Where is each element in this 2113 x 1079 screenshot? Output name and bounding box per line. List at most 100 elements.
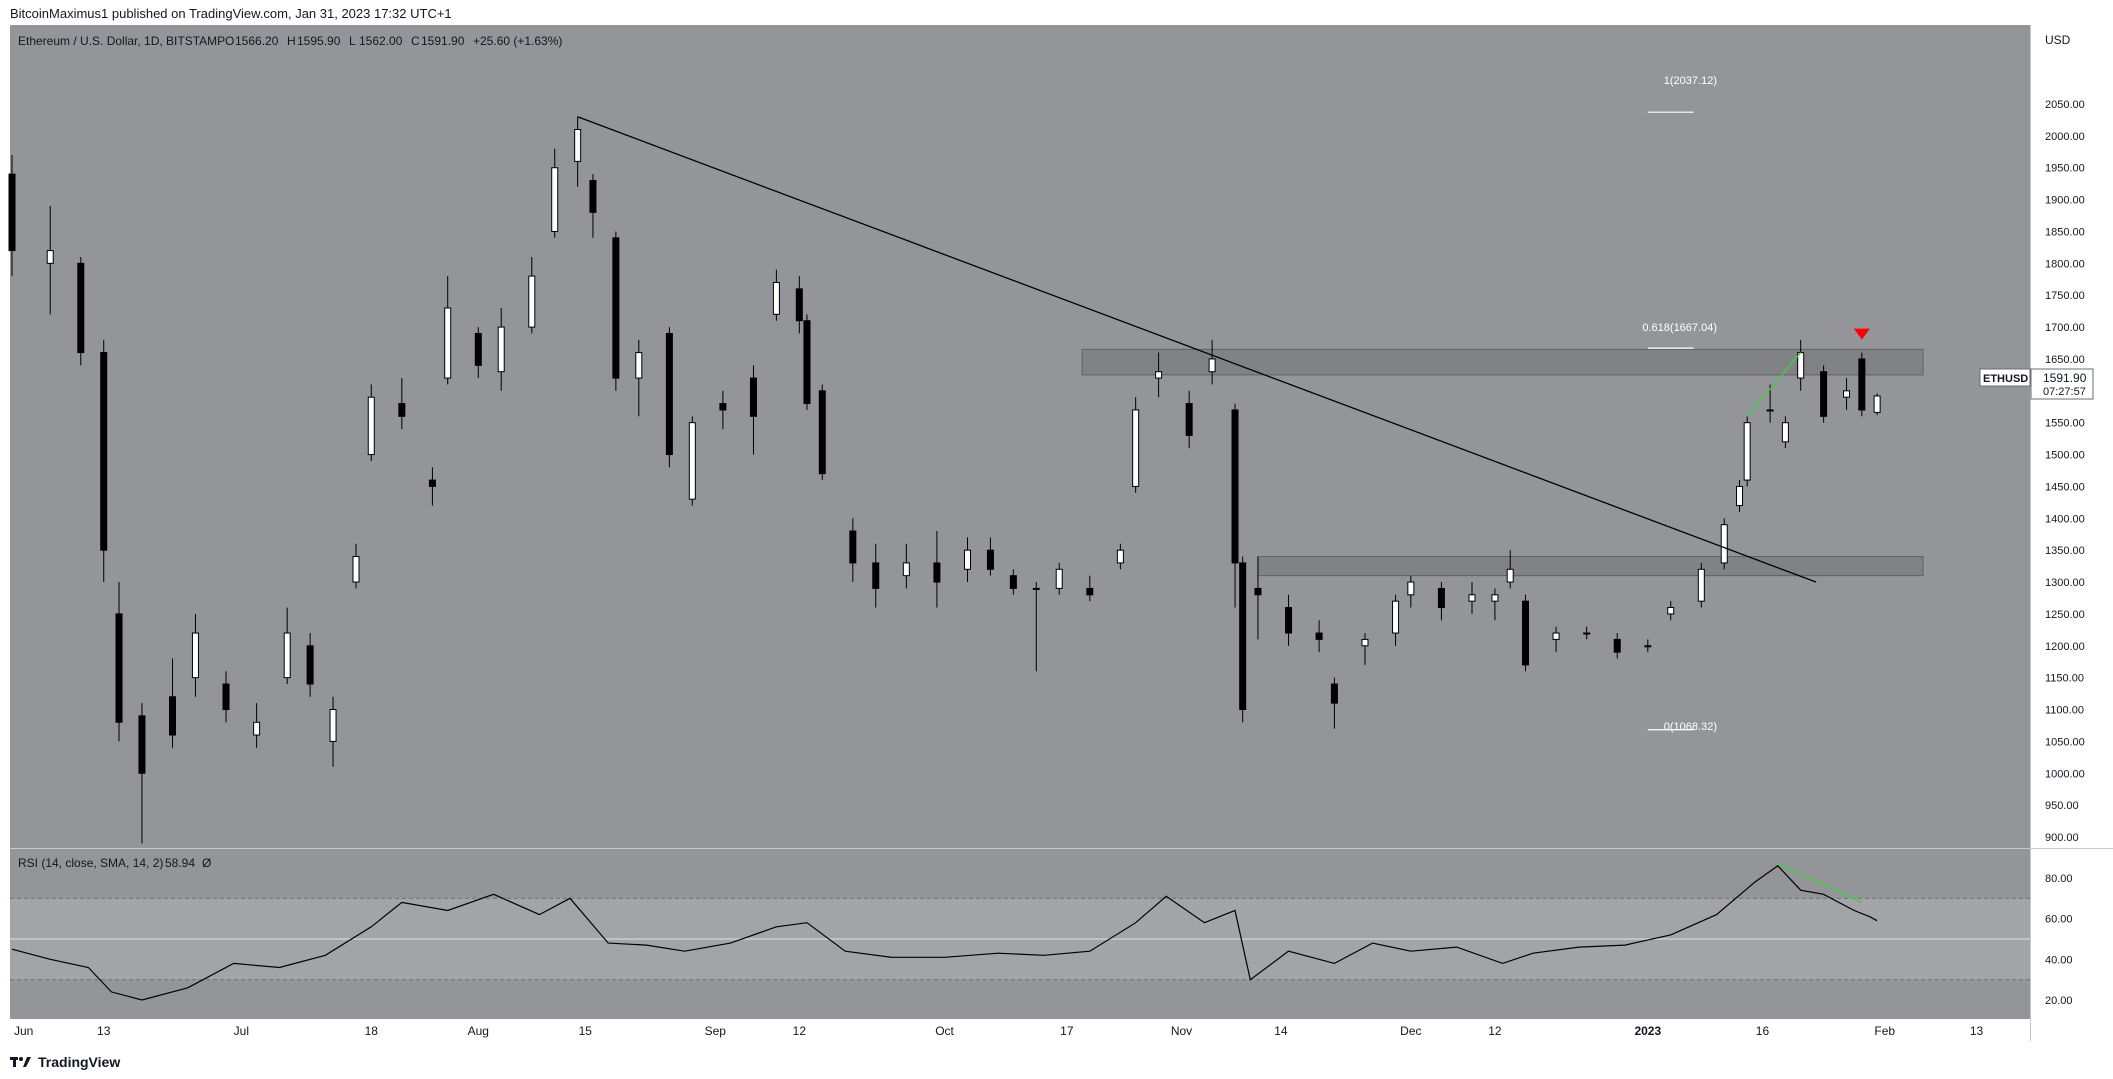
price-tick-label: 1950.00 — [2045, 163, 2085, 175]
overlays-layer — [577, 111, 1870, 731]
price-tick-label: 1550.00 — [2045, 418, 2085, 430]
fib-label-0618: 0.618(1667.04) — [1642, 322, 1717, 334]
symbol-tag-text: ETHUSD — [1983, 373, 2028, 385]
descending-trendline — [577, 116, 1817, 583]
price-tick-label: 2000.00 — [2045, 131, 2085, 143]
candle-body — [1437, 587, 1445, 609]
candle-body — [963, 549, 971, 570]
price-tick-label: 1800.00 — [2045, 258, 2085, 270]
time-tick-label: 14 — [1274, 1024, 1288, 1038]
currency-label: USD — [2045, 33, 2071, 47]
price-tick-label: 1700.00 — [2045, 322, 2085, 334]
candle-body — [719, 403, 727, 411]
price-tick-label: 1250.00 — [2045, 609, 2085, 621]
ohlc-key: L — [349, 34, 356, 48]
candle-body — [849, 530, 857, 564]
candle-body — [474, 332, 482, 366]
last-price: 1591.90 — [2043, 371, 2087, 385]
published-info: BitcoinMaximus1 published on TradingView… — [10, 6, 452, 21]
rsi-tick-label: 20.00 — [2045, 995, 2073, 1007]
candle-body — [589, 179, 597, 213]
candle-body — [115, 613, 123, 723]
rsi-divergence-line — [1777, 863, 1863, 903]
time-tick-label: 18 — [365, 1024, 379, 1038]
horizontal-zone-0 — [1081, 348, 1924, 376]
price-tick-label: 900.00 — [2045, 832, 2079, 844]
time-tick-label: Dec — [1400, 1024, 1421, 1038]
rsi-line — [11, 865, 1878, 1001]
price-tick-label: 1200.00 — [2045, 641, 2085, 653]
candle-body — [1781, 422, 1789, 443]
candle-body — [1613, 638, 1621, 653]
candle-body — [1858, 358, 1866, 411]
time-tick-label: Jun — [14, 1024, 33, 1038]
candle-body — [497, 326, 505, 373]
time-tick-label: 12 — [1488, 1024, 1502, 1038]
legend-ohlc: O 1566.20 H 1595.90 L 1562.00 C 1591.90 +25.60 (… — [225, 34, 562, 48]
candle-body — [795, 288, 803, 322]
candle-body — [1743, 422, 1751, 481]
time-tick-label: 2023 — [1634, 1024, 1661, 1038]
ohlc-value: 1595.90 — [297, 34, 341, 48]
candles-layer — [8, 116, 1881, 844]
time-axis[interactable] — [10, 1019, 2030, 1041]
price-tick-label: 1750.00 — [2045, 290, 2085, 302]
ohlc-key: O — [225, 34, 234, 48]
bearish-marker-icon — [1853, 328, 1870, 340]
candle-body — [191, 632, 199, 679]
ohlc-value: 1562.00 — [359, 34, 403, 48]
tradingview-logo-icon[interactable] — [10, 1056, 32, 1068]
time-tick-label: Feb — [1874, 1024, 1895, 1038]
price-tick-label: 1000.00 — [2045, 768, 2085, 780]
candle-body — [398, 403, 406, 417]
candle-body — [1361, 638, 1369, 647]
candle-body — [1285, 607, 1293, 634]
candle-body — [902, 562, 910, 577]
price-tick-label: 1400.00 — [2045, 513, 2085, 525]
price-tick-label: 1500.00 — [2045, 450, 2085, 462]
candle-body — [283, 632, 291, 679]
price-tick-label: 2050.00 — [2045, 99, 2085, 111]
ohlc-value: 1566.20 — [235, 34, 279, 48]
candle-body — [528, 275, 536, 328]
time-tick-label: Oct — [935, 1024, 954, 1038]
candle-body — [100, 352, 108, 551]
candle-body — [8, 173, 16, 252]
ohlc-key: H — [287, 34, 296, 48]
price-tick-label: 1650.00 — [2045, 354, 2085, 366]
rsi-ticks-layer: 80.00 60.00 40.00 20.00 — [2045, 873, 2073, 1007]
candle-body — [1231, 409, 1239, 564]
candle-body — [1315, 632, 1323, 640]
price-tick-label: 1450.00 — [2045, 481, 2085, 493]
candle-body — [933, 562, 941, 583]
candle-body — [1155, 371, 1163, 379]
candle-body — [1009, 575, 1017, 589]
price-pane[interactable] — [10, 25, 2030, 848]
candle-body — [803, 320, 811, 405]
candle-body — [1392, 600, 1400, 634]
tradingview-brand[interactable]: TradingView — [38, 1054, 121, 1070]
candle-body — [1032, 587, 1040, 590]
time-tick-label: 17 — [1060, 1024, 1074, 1038]
candle-body — [1491, 594, 1499, 602]
candle-body — [1873, 395, 1881, 413]
time-tick-label: 13 — [97, 1024, 111, 1038]
fib-label-0: 0(1068.32) — [1664, 721, 1717, 733]
price-divergence-line — [1746, 352, 1802, 417]
candle-body — [169, 696, 177, 736]
price-axis[interactable] — [2030, 25, 2113, 1019]
legend-symbol: Ethereum / U.S. Dollar, 1D, BITSTAMP — [18, 34, 225, 48]
candle-body — [1697, 568, 1705, 602]
candle-body — [986, 549, 994, 570]
candle-body — [872, 562, 880, 589]
candle-body — [688, 422, 696, 500]
candle-body — [612, 237, 620, 379]
price-tick-label: 1150.00 — [2045, 673, 2084, 685]
candle-body — [1055, 568, 1063, 589]
candle-body — [352, 556, 360, 583]
time-tick-label: Aug — [468, 1024, 489, 1038]
rsi-layer — [10, 863, 2030, 1001]
candle-body — [665, 332, 673, 456]
candle-body — [46, 250, 54, 264]
